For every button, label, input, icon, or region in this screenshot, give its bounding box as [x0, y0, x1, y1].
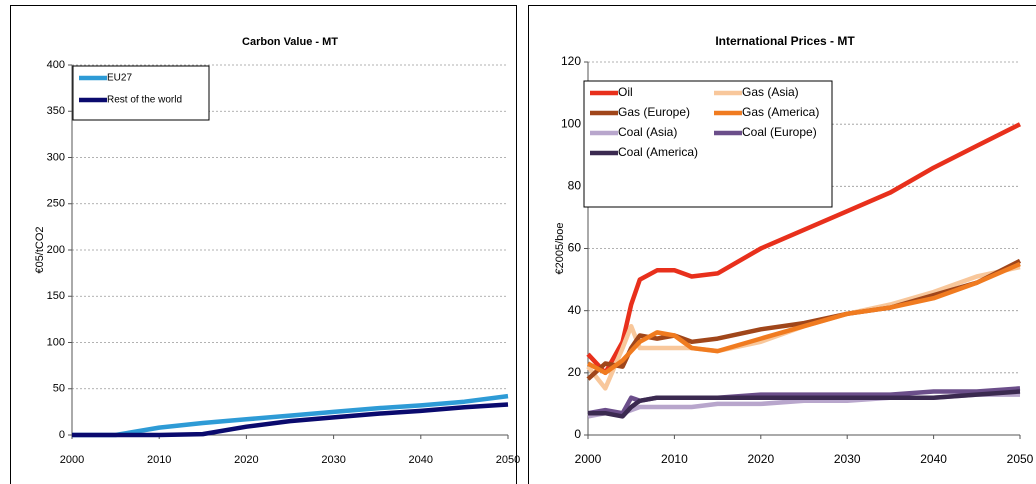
legend-label: Gas (Europe): [618, 105, 690, 119]
legend-label: EU27: [107, 73, 132, 84]
legend-label: Rest of the world: [107, 95, 182, 106]
x-tick-label: 2040: [920, 452, 947, 466]
y-axis-label: €05/tCO2: [34, 226, 46, 273]
x-tick-label: 2000: [575, 452, 602, 466]
legend-label: Coal (Europe): [742, 125, 817, 139]
legend-label: Coal (Asia): [618, 125, 677, 139]
y-tick-label: 200: [47, 244, 65, 256]
series-line: [586, 261, 1021, 376]
y-tick-label: 300: [47, 151, 65, 163]
legend-label: Gas (Asia): [742, 85, 799, 99]
x-tick-label: 2010: [661, 452, 688, 466]
y-axis-label: €2005/boe: [554, 223, 566, 275]
y-tick-label: 150: [47, 290, 65, 302]
series-line: [72, 393, 509, 438]
y-tick-label: 400: [47, 59, 65, 71]
y-tick-label: 350: [47, 105, 65, 117]
x-tick-label: 2010: [147, 454, 171, 466]
y-tick-label: 100: [561, 116, 581, 130]
y-tick-label: 60: [568, 241, 582, 255]
x-tick-label: 2050: [496, 454, 520, 466]
legend-box: [583, 80, 833, 208]
series-line: [72, 402, 509, 438]
chart-title: Carbon Value - MT: [242, 36, 338, 48]
legend-label: Coal (America): [618, 145, 698, 159]
legend-label: Gas (America): [742, 105, 819, 119]
x-tick-label: 2050: [1007, 452, 1034, 466]
y-tick-label: 100: [47, 336, 65, 348]
y-tick-label: 20: [568, 365, 582, 379]
left-panel-border: [10, 5, 517, 484]
x-tick-label: 2040: [409, 454, 433, 466]
y-tick-label: 120: [561, 54, 581, 68]
y-tick-label: 80: [568, 179, 582, 193]
x-tick-label: 2020: [234, 454, 258, 466]
x-tick-label: 2020: [747, 452, 774, 466]
series-line: [588, 389, 1021, 419]
legend-box: [72, 65, 210, 121]
chart-title: International Prices - MT: [715, 34, 855, 48]
y-tick-label: 0: [59, 429, 65, 441]
x-tick-label: 2000: [60, 454, 84, 466]
right-panel-border: [528, 5, 1036, 484]
series-line: [586, 258, 1022, 381]
x-tick-label: 2030: [321, 454, 345, 466]
y-tick-label: 0: [574, 427, 581, 441]
y-tick-label: 50: [53, 383, 65, 395]
legend-label: Oil: [618, 85, 633, 99]
y-tick-label: 40: [568, 303, 582, 317]
series-line: [586, 122, 1022, 376]
y-tick-label: 250: [47, 198, 65, 210]
x-tick-label: 2030: [834, 452, 861, 466]
